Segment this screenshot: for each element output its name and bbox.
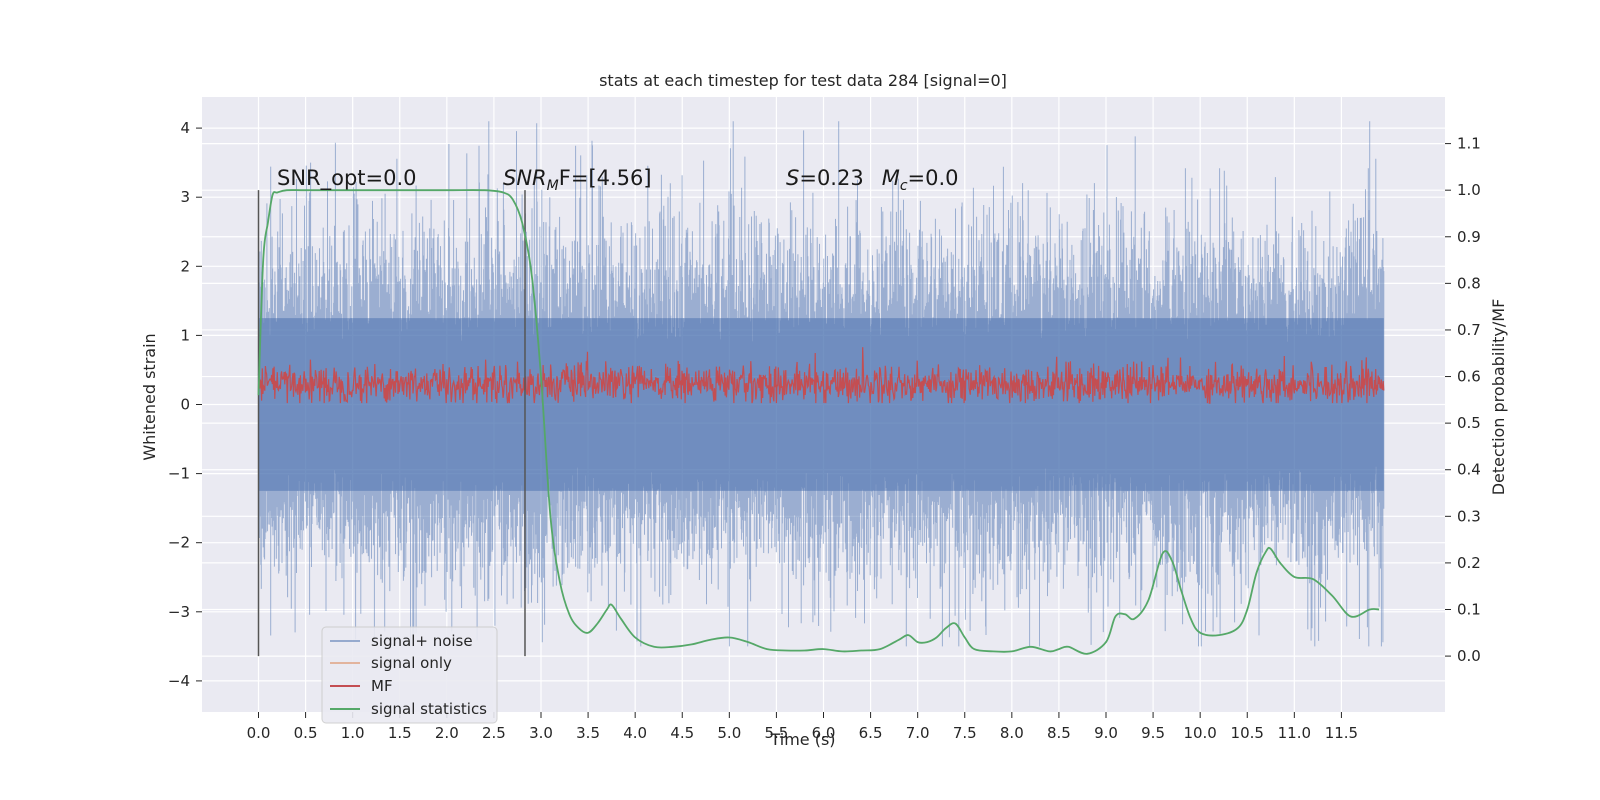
x-tick-label: 11.0 [1278, 724, 1311, 742]
x-tick-label: 4.0 [623, 724, 647, 742]
signal-noise-series [258, 121, 1385, 647]
x-tick-label: 1.5 [388, 724, 412, 742]
y-tick-label: −4 [168, 672, 190, 690]
mc-sub: c [900, 178, 908, 194]
snr-mf-rest: F=[4.56] [559, 166, 652, 190]
snr-mf-annotation: SNRMF=[4.56] [503, 166, 652, 194]
snr-opt-annotation: SNR_opt=0.0 [277, 166, 417, 191]
x-tick-label: 6.0 [812, 724, 836, 742]
y-ticks-right: 1.1 1.0 0.9 0.8 0.7 0.6 0.5 0.4 0.3 0.2 0.1 0.0 [1445, 135, 1481, 665]
snr-mf-sub: M [547, 178, 559, 194]
y-tick-label-right: 0.6 [1457, 368, 1481, 386]
x-tick-label: 9.5 [1141, 724, 1165, 742]
legend-box [321, 626, 498, 724]
chart-title: stats at each timestep for test data 284… [599, 71, 1007, 90]
mf-series [257, 347, 1385, 404]
y-tick-label: 2 [180, 257, 190, 275]
y-tick-label-right: 1.1 [1457, 135, 1481, 153]
vertical-markers [257, 190, 526, 657]
x-axis-label: Time (s) [769, 730, 835, 749]
legend-label-signal-only: signal only [371, 654, 452, 672]
s-mc-annotation: S=0.23 Mc=0.0 [786, 166, 959, 194]
x-tick-label: 5.5 [764, 724, 788, 742]
y-tick-label: 0 [180, 396, 190, 414]
x-tick-label: 6.5 [859, 724, 883, 742]
x-tick-label: 9.0 [1094, 724, 1118, 742]
x-tick-label: 2.0 [435, 724, 459, 742]
y-tick-label-right: 0.2 [1457, 554, 1481, 572]
mc-var: M [882, 166, 900, 190]
x-ticks: 0.0 0.5 1.0 1.5 2.0 2.5 3.0 3.5 4.0 4.5 5.0 5.5 6.0 6… [247, 712, 1358, 742]
mc-rest: =0.0 [908, 166, 959, 190]
signal-statistics-series [257, 189, 1380, 655]
y-tick-label-right: 0.7 [1457, 321, 1481, 339]
y-tick-label-right: 0.8 [1457, 274, 1481, 292]
x-tick-label: 3.5 [576, 724, 600, 742]
x-tick-label: 0.0 [247, 724, 271, 742]
snr-mf-var: SNR [503, 166, 547, 190]
legend-label-signal-statistics: signal statistics [371, 700, 487, 718]
y-tick-label: −2 [168, 534, 190, 552]
x-tick-label: 10.0 [1183, 724, 1216, 742]
x-tick-label: 0.5 [294, 724, 318, 742]
x-tick-label: 7.0 [906, 724, 930, 742]
y-tick-label-right: 0.3 [1457, 507, 1481, 525]
y-tick-label: 4 [180, 119, 190, 137]
legend-label-signal-noise: signal+ noise [371, 632, 473, 650]
y-tick-label-right: 0.9 [1457, 228, 1481, 246]
y-tick-label-right: 0.0 [1457, 647, 1481, 665]
y-tick-label: 3 [180, 188, 190, 206]
x-tick-label: 5.0 [717, 724, 741, 742]
y-tick-label: −3 [168, 603, 190, 621]
signal-statistics-line [257, 189, 1380, 655]
y-tick-label-right: 0.4 [1457, 461, 1481, 479]
y-tick-label: −1 [168, 465, 190, 483]
x-tick-label: 11.5 [1325, 724, 1358, 742]
x-tick-label: 8.5 [1047, 724, 1071, 742]
y-axis-label: Whitened strain [140, 333, 159, 460]
y-tick-label-right: 0.5 [1457, 414, 1481, 432]
x-tick-label: 7.5 [953, 724, 977, 742]
x-tick-label: 10.5 [1231, 724, 1264, 742]
mf-line [257, 347, 1385, 404]
y-ticks-left: 4 3 2 1 0 −1 −2 −3 −4 [168, 119, 202, 690]
x-tick-label: 4.5 [670, 724, 694, 742]
legend-label-mf: MF [371, 677, 393, 695]
s-rest: =0.23 [799, 166, 863, 190]
x-tick-label: 8.0 [1000, 724, 1024, 742]
x-tick-label: 2.5 [482, 724, 506, 742]
y-axis-label-right: Detection probability/MF [1489, 299, 1508, 496]
legend: signal+ noise signal only MF signal stat… [321, 626, 498, 724]
x-tick-label: 3.0 [529, 724, 553, 742]
s-var: S [786, 166, 799, 190]
y-tick-label-right: 1.0 [1457, 181, 1481, 199]
y-tick-label-right: 0.1 [1457, 601, 1481, 619]
x-tick-label: 1.0 [341, 724, 365, 742]
y-tick-label: 1 [180, 326, 190, 344]
